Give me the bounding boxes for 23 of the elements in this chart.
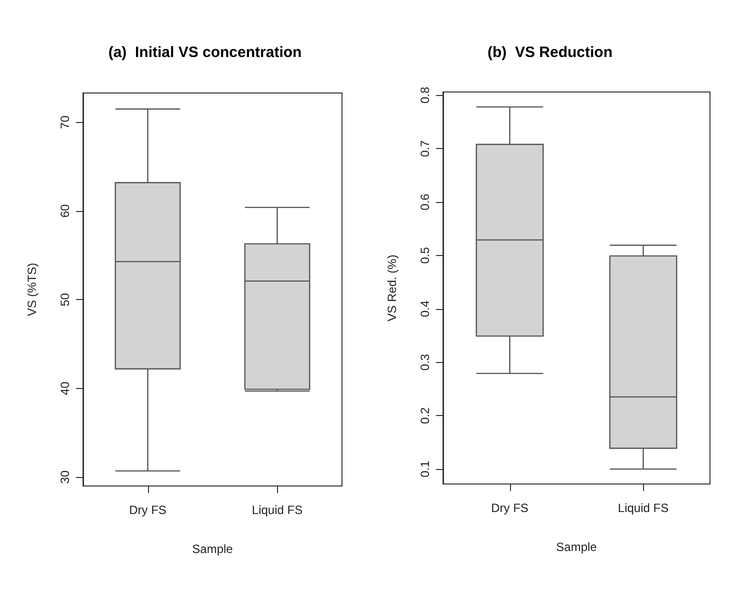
y-tick-label: 40 (58, 381, 72, 396)
x-tick-label: Liquid FS (618, 501, 669, 515)
y-tick-label: 0.1 (418, 460, 432, 478)
y-tick-label: 0.6 (418, 193, 432, 210)
x-axis-title: Sample (556, 540, 598, 554)
y-axis-title: VS (%TS) (25, 262, 39, 316)
x-axis-title: Sample (192, 542, 234, 556)
x-tick-label: Liquid FS (252, 503, 303, 517)
y-tick-label: 0.7 (418, 140, 432, 157)
chart-title: (a) Initial VS concentration (108, 44, 302, 61)
x-tick-label: Dry FS (491, 501, 528, 515)
y-tick-label: 0.3 (418, 354, 432, 371)
chart-title: (b) VS Reduction (488, 44, 612, 61)
y-tick-label: 70 (58, 115, 72, 129)
y-tick-label: 60 (58, 204, 72, 218)
y-tick-label: 0.4 (418, 300, 432, 318)
x-tick-label: Dry FS (129, 503, 166, 517)
y-tick-label: 50 (58, 292, 72, 306)
y-axis-title: VS Red. (%) (385, 254, 399, 322)
y-tick-label: 0.2 (418, 406, 432, 424)
y-tick-label: 0.5 (418, 246, 432, 264)
y-tick-label: 30 (58, 470, 72, 484)
y-tick-label: 0.8 (418, 86, 432, 104)
